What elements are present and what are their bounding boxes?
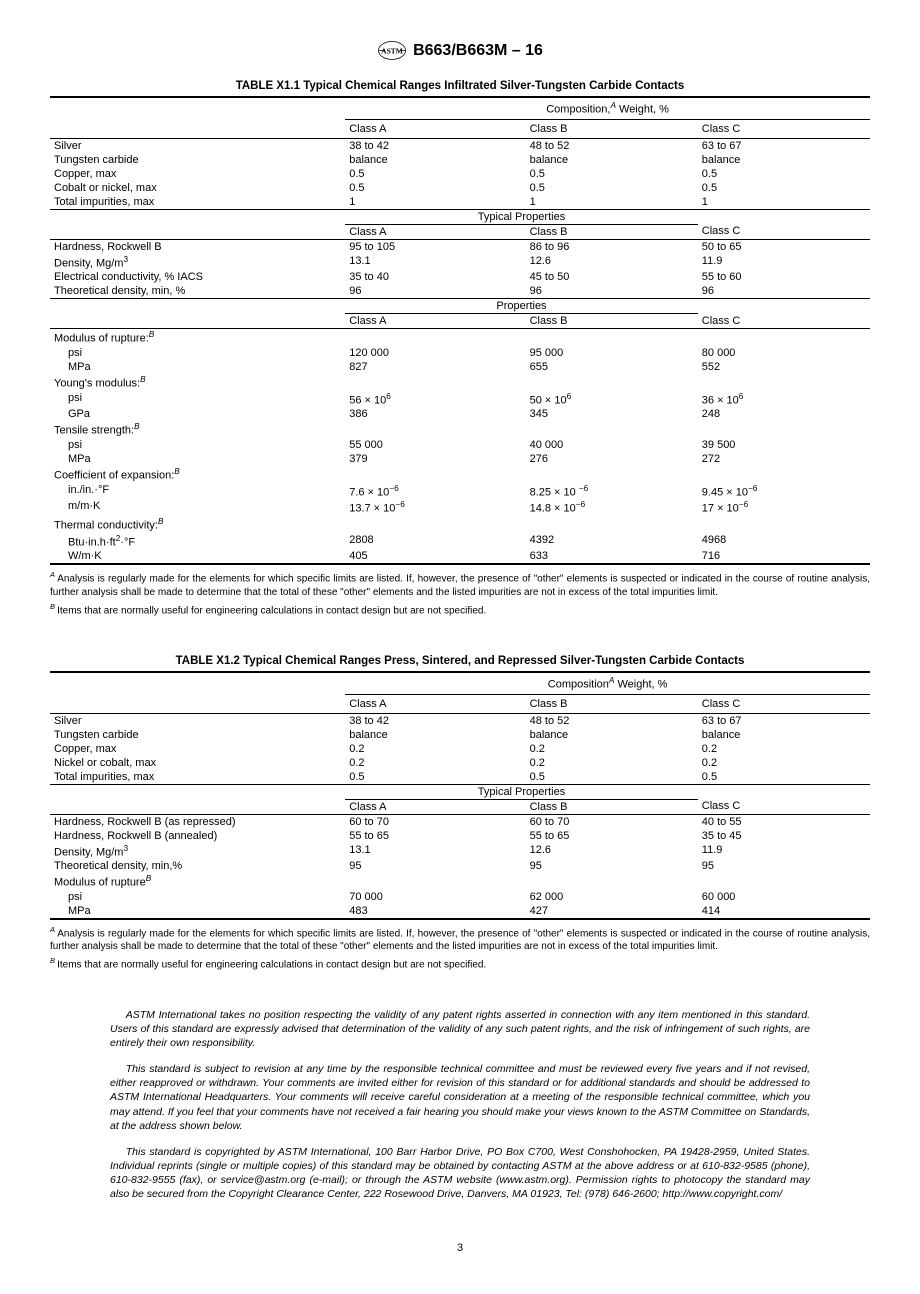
table-row: m/m·K13.7 × 10−614.8 × 10−617 × 10−6: [50, 499, 870, 516]
table2-title: TABLE X1.2 Typical Chemical Ranges Press…: [50, 655, 870, 667]
table-row: MPa827655552: [50, 360, 870, 374]
table-row: psi120 00095 00080 000: [50, 346, 870, 360]
table-row: Tungsten carbidebalancebalancebalance: [50, 728, 870, 742]
section-properties: Properties: [345, 299, 698, 314]
table-row: Coefficient of expansion:B: [50, 466, 870, 483]
designation: B663/B663M – 16: [413, 42, 543, 60]
table-row: Cobalt or nickel, max0.50.50.5: [50, 181, 870, 195]
table1-footnote-b: B Items that are normally useful for eng…: [50, 602, 870, 617]
table2-footnote-b: B Items that are normally useful for eng…: [50, 956, 870, 971]
table-row: Electrical conductivity, % IACS35 to 404…: [50, 270, 870, 284]
table-row: Young's modulus:B: [50, 374, 870, 391]
table-row: psi70 00062 00060 000: [50, 890, 870, 904]
col-class-c: Class C: [698, 119, 870, 138]
table-row: MPa483427414: [50, 904, 870, 919]
table2: CompositionA Weight, % Class A Class B C…: [50, 671, 870, 922]
table-row: Density, Mg/m313.112.611.9: [50, 254, 870, 271]
table-row: Modulus of ruptureB: [50, 873, 870, 890]
table-row: psi56 × 10650 × 10636 × 106: [50, 391, 870, 408]
composition-header-2: CompositionA Weight, %: [345, 672, 870, 694]
table-row: Silver38 to 4248 to 5263 to 67: [50, 713, 870, 728]
table-row: Total impurities, max0.50.50.5: [50, 770, 870, 785]
table-row: Hardness, Rockwell B95 to 10586 to 9650 …: [50, 239, 870, 254]
table-row: Btu·in.h·ft2·°F280843924968: [50, 533, 870, 550]
table-row: in./in.·°F7.6 × 10−68.25 × 10 −69.45 × 1…: [50, 483, 870, 500]
composition-header: Composition,A Weight, %: [345, 97, 870, 119]
astm-logo-icon: ASTM: [377, 40, 407, 62]
table1-title: TABLE X1.1 Typical Chemical Ranges Infil…: [50, 80, 870, 92]
table-row: Total impurities, max111: [50, 195, 870, 210]
table-row: Theoretical density, min,%959595: [50, 859, 870, 873]
table-row: Nickel or cobalt, max0.20.20.2: [50, 756, 870, 770]
table1-footnote-a: A Analysis is regularly made for the ele…: [50, 570, 870, 598]
table-row: W/m·K405633716: [50, 549, 870, 564]
col-class-b: Class B: [526, 119, 698, 138]
table-row: Tensile strength:B: [50, 421, 870, 438]
table-row: Tungsten carbidebalancebalancebalance: [50, 153, 870, 167]
table-row: MPa379276272: [50, 452, 870, 466]
section-typical: Typical Properties: [345, 209, 698, 224]
table-row: GPa386345248: [50, 407, 870, 421]
table2-footnote-a: A Analysis is regularly made for the ele…: [50, 925, 870, 953]
table-row: Hardness, Rockwell B (annealed)55 to 655…: [50, 829, 870, 843]
svg-text:ASTM: ASTM: [381, 47, 403, 56]
paragraph-2: This standard is subject to revision at …: [110, 1062, 810, 1133]
table-row: Thermal conductivity:B: [50, 516, 870, 533]
table-row: Density, Mg/m313.112.611.9: [50, 843, 870, 860]
table1: Composition,A Weight, % Class A Class B …: [50, 96, 870, 567]
table-row: Copper, max0.20.20.2: [50, 742, 870, 756]
page-number: 3: [50, 1242, 870, 1254]
table-row: Copper, max0.50.50.5: [50, 167, 870, 181]
col-class-a: Class A: [345, 119, 525, 138]
table-row: Modulus of rupture:B: [50, 329, 870, 346]
document-header: ASTM B663/B663M – 16: [50, 40, 870, 62]
table-row: psi55 00040 00039 500: [50, 438, 870, 452]
table-row: Theoretical density, min, %969696: [50, 284, 870, 299]
paragraph-1: ASTM International takes no position res…: [110, 1008, 810, 1051]
table-row: Silver38 to 4248 to 5263 to 67: [50, 138, 870, 153]
table-row: Hardness, Rockwell B (as repressed)60 to…: [50, 814, 870, 829]
paragraph-3: This standard is copyrighted by ASTM Int…: [110, 1145, 810, 1202]
